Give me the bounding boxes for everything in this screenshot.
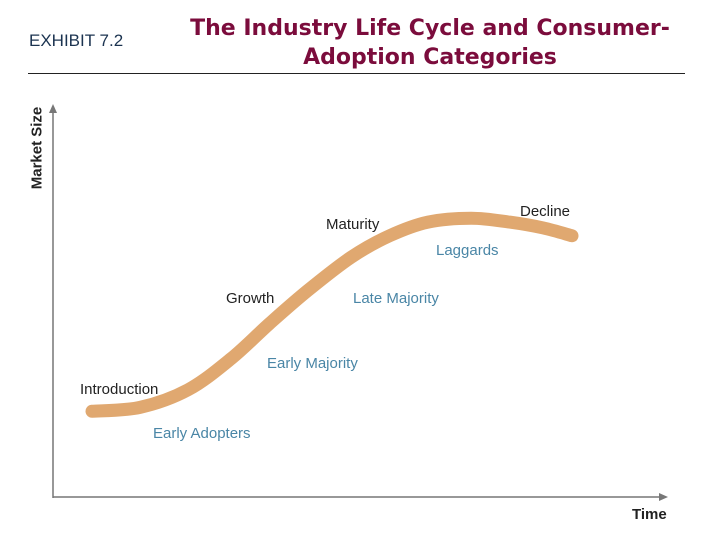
stage-label-maturity: Maturity: [326, 216, 380, 233]
stage-label-decline: Decline: [520, 203, 571, 220]
adopter-label-laggards: Laggards: [436, 242, 499, 259]
adopter-label-early-adopters: Early Adopters: [153, 425, 251, 442]
title-divider: [28, 73, 685, 74]
stage-label-growth: Growth: [226, 290, 275, 307]
x-axis-arrow-icon: [659, 493, 668, 501]
page-title: The Industry Life Cycle and Consumer-Ado…: [190, 16, 670, 70]
stage-label-introduction: Introduction: [80, 381, 159, 398]
x-axis-label: Time: [632, 506, 667, 523]
y-axis-arrow-icon: [49, 104, 57, 113]
exhibit-number: EXHIBIT 7.2: [29, 31, 124, 50]
life-cycle-curve: [85, 211, 579, 418]
y-axis-label: Market Size: [28, 106, 46, 190]
adopter-label-early-majority: Early Majority: [267, 355, 358, 372]
adopter-label-late-majority: Late Majority: [353, 290, 439, 307]
